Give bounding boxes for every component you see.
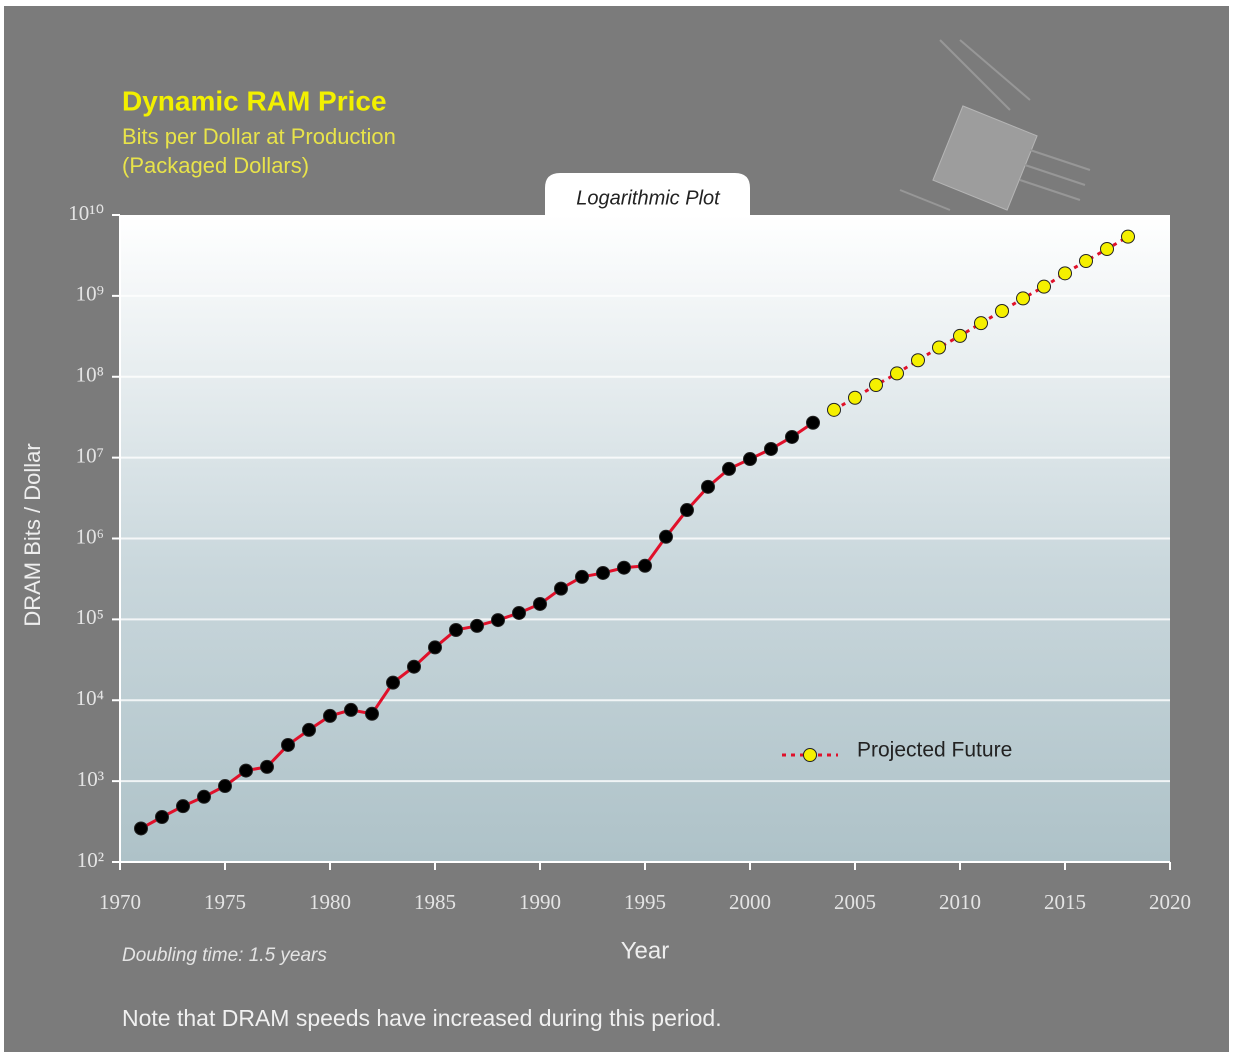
data-point — [1079, 253, 1093, 268]
legend-label: Projected Future — [857, 739, 1012, 762]
series-line — [833, 235, 1129, 412]
data-point — [827, 402, 841, 417]
data-point — [638, 558, 652, 573]
y-tick-label: 10² — [77, 848, 104, 872]
data-point — [176, 799, 190, 814]
x-tick-label: 1990 — [519, 890, 561, 914]
y-tick-label: 10⁴ — [76, 686, 104, 710]
data-point — [932, 340, 946, 355]
data-point — [302, 722, 316, 737]
data-point — [197, 789, 211, 804]
data-point — [680, 503, 694, 518]
badge-text: Logarithmic Plot — [576, 187, 721, 209]
data-point — [953, 328, 967, 343]
y-tick-label: 10⁵ — [76, 605, 104, 629]
data-point — [134, 821, 148, 836]
subtitle: Bits per Dollar at Production — [122, 124, 396, 149]
subtitle: (Packaged Dollars) — [122, 153, 309, 178]
data-point — [386, 675, 400, 690]
x-tick-label: 1995 — [624, 890, 666, 914]
legend-marker — [803, 748, 817, 762]
data-point — [554, 581, 568, 596]
y-axis-label: DRAM Bits / Dollar — [20, 443, 45, 626]
data-point — [344, 702, 358, 717]
data-point — [533, 596, 547, 611]
note: Note that DRAM speeds have increased dur… — [122, 1005, 722, 1031]
data-point — [659, 529, 673, 544]
x-tick-label: 2015 — [1044, 890, 1086, 914]
y-tick-label: 10⁶ — [76, 524, 104, 548]
data-point — [869, 378, 883, 393]
data-point — [890, 366, 904, 381]
x-tick-label: 2010 — [939, 890, 981, 914]
data-point — [1037, 279, 1051, 294]
chart-title: Dynamic RAM Price — [122, 85, 387, 116]
data-point — [743, 452, 757, 467]
data-point — [1058, 266, 1072, 281]
data-point — [806, 415, 820, 430]
data-point — [155, 810, 169, 825]
data-point — [281, 737, 295, 752]
data-point — [407, 659, 421, 674]
data-point — [449, 622, 463, 637]
x-tick-label: 1985 — [414, 890, 456, 914]
data-point — [785, 429, 799, 444]
chip-icon — [899, 39, 1091, 211]
x-axis-label: Year — [621, 937, 670, 964]
x-tick-label: 2005 — [834, 890, 876, 914]
data-point — [617, 560, 631, 575]
y-tick-label: 10¹⁰ — [68, 201, 104, 225]
data-point — [848, 390, 862, 405]
y-tick-label: 10⁹ — [76, 282, 104, 306]
annotation: Doubling time: 1.5 years — [122, 945, 327, 966]
data-point — [1100, 241, 1114, 256]
data-point — [1121, 229, 1135, 244]
x-tick-label: 2020 — [1149, 890, 1191, 914]
data-point — [722, 461, 736, 476]
data-point — [218, 779, 232, 794]
data-point — [701, 479, 715, 494]
y-tick-label: 10⁸ — [76, 363, 104, 387]
x-tick-label: 1980 — [309, 890, 351, 914]
data-point — [260, 759, 274, 774]
data-point — [365, 706, 379, 721]
x-tick-label: 2000 — [729, 890, 771, 914]
data-point — [596, 565, 610, 580]
badge — [545, 173, 750, 215]
data-point — [974, 316, 988, 331]
data-point — [911, 353, 925, 368]
data-point — [512, 605, 526, 620]
data-point — [995, 304, 1009, 319]
y-tick-label: 10⁷ — [76, 443, 104, 467]
data-point — [323, 708, 337, 723]
data-point — [491, 613, 505, 628]
data-point — [428, 640, 442, 655]
data-point — [764, 441, 778, 456]
x-tick-label: 1975 — [204, 890, 246, 914]
data-point — [1016, 291, 1030, 306]
data-point — [470, 618, 484, 633]
data-point — [575, 569, 589, 584]
data-point — [239, 763, 253, 778]
x-tick-label: 1970 — [99, 890, 141, 914]
y-tick-label: 10³ — [77, 767, 104, 791]
